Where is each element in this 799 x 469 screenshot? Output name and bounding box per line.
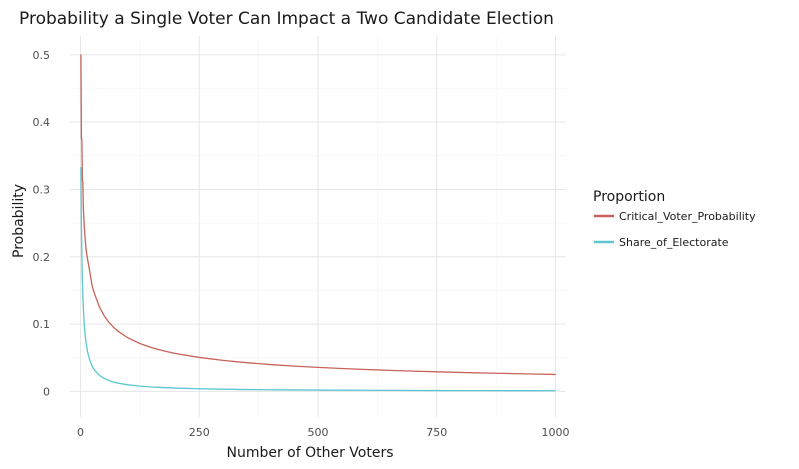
legend-title: Proportion [593, 189, 665, 205]
x-tick-label: 250 [189, 426, 210, 439]
y-axis-title: Probability [11, 184, 27, 258]
series-lines [80, 54, 556, 392]
y-tick-label: 0.4 [33, 116, 51, 129]
x-tick-label: 0 [77, 426, 84, 439]
x-tick-label: 1000 [542, 426, 570, 439]
major-gridlines [70, 36, 566, 417]
chart-title: Probability a Single Voter Can Impact a … [19, 9, 554, 29]
legend: Proportion Critical_Voter_Probability Sha… [593, 189, 756, 249]
x-axis-title: Number of Other Voters [226, 445, 393, 461]
series-line-share-of-electorate [80, 167, 556, 392]
legend-label: Critical_Voter_Probability [619, 210, 756, 223]
x-tick-label: 500 [308, 426, 329, 439]
y-axis-ticks: 0 0.1 0.2 0.3 0.4 0.5 [33, 49, 51, 399]
x-axis-ticks: 0 250 500 750 1000 [77, 426, 570, 439]
y-tick-label: 0.1 [33, 318, 51, 331]
x-tick-label: 750 [426, 426, 447, 439]
series-line-critical-voter-probability [80, 54, 556, 376]
legend-label: Share_of_Electorate [619, 236, 729, 249]
y-tick-label: 0.3 [33, 183, 51, 196]
y-tick-label: 0.5 [33, 49, 51, 62]
legend-items: Critical_Voter_Probability Share_of_Elect… [594, 210, 756, 249]
y-tick-label: 0 [43, 385, 50, 398]
y-tick-label: 0.2 [33, 251, 51, 264]
